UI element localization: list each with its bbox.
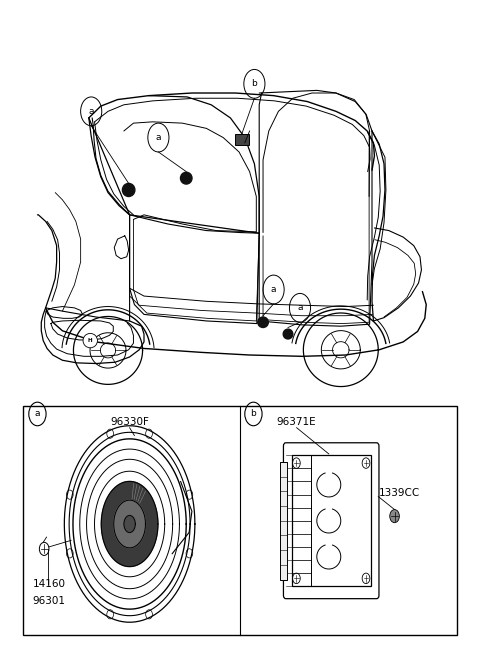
Text: b: b — [251, 409, 256, 419]
Bar — [291, 455, 371, 586]
Ellipse shape — [122, 183, 135, 196]
Polygon shape — [101, 481, 158, 567]
Ellipse shape — [258, 317, 268, 328]
Polygon shape — [124, 515, 135, 533]
Circle shape — [390, 510, 399, 523]
Ellipse shape — [180, 172, 192, 184]
Bar — [23, 406, 457, 635]
Text: b: b — [252, 79, 257, 88]
Text: 96330F: 96330F — [110, 417, 149, 428]
Bar — [235, 134, 249, 145]
Text: a: a — [88, 107, 94, 116]
Text: 96371E: 96371E — [277, 417, 316, 428]
Text: a: a — [297, 303, 303, 312]
Text: 14160: 14160 — [33, 579, 66, 590]
Ellipse shape — [83, 333, 97, 348]
Polygon shape — [114, 500, 145, 548]
Bar — [280, 462, 287, 580]
Text: a: a — [35, 409, 40, 419]
Text: a: a — [271, 285, 276, 294]
Text: 96301: 96301 — [33, 596, 66, 607]
Text: 1339CC: 1339CC — [379, 487, 420, 498]
Text: H: H — [88, 338, 93, 343]
FancyBboxPatch shape — [283, 443, 379, 599]
Bar — [311, 462, 366, 580]
Text: a: a — [156, 133, 161, 142]
Ellipse shape — [283, 329, 293, 339]
